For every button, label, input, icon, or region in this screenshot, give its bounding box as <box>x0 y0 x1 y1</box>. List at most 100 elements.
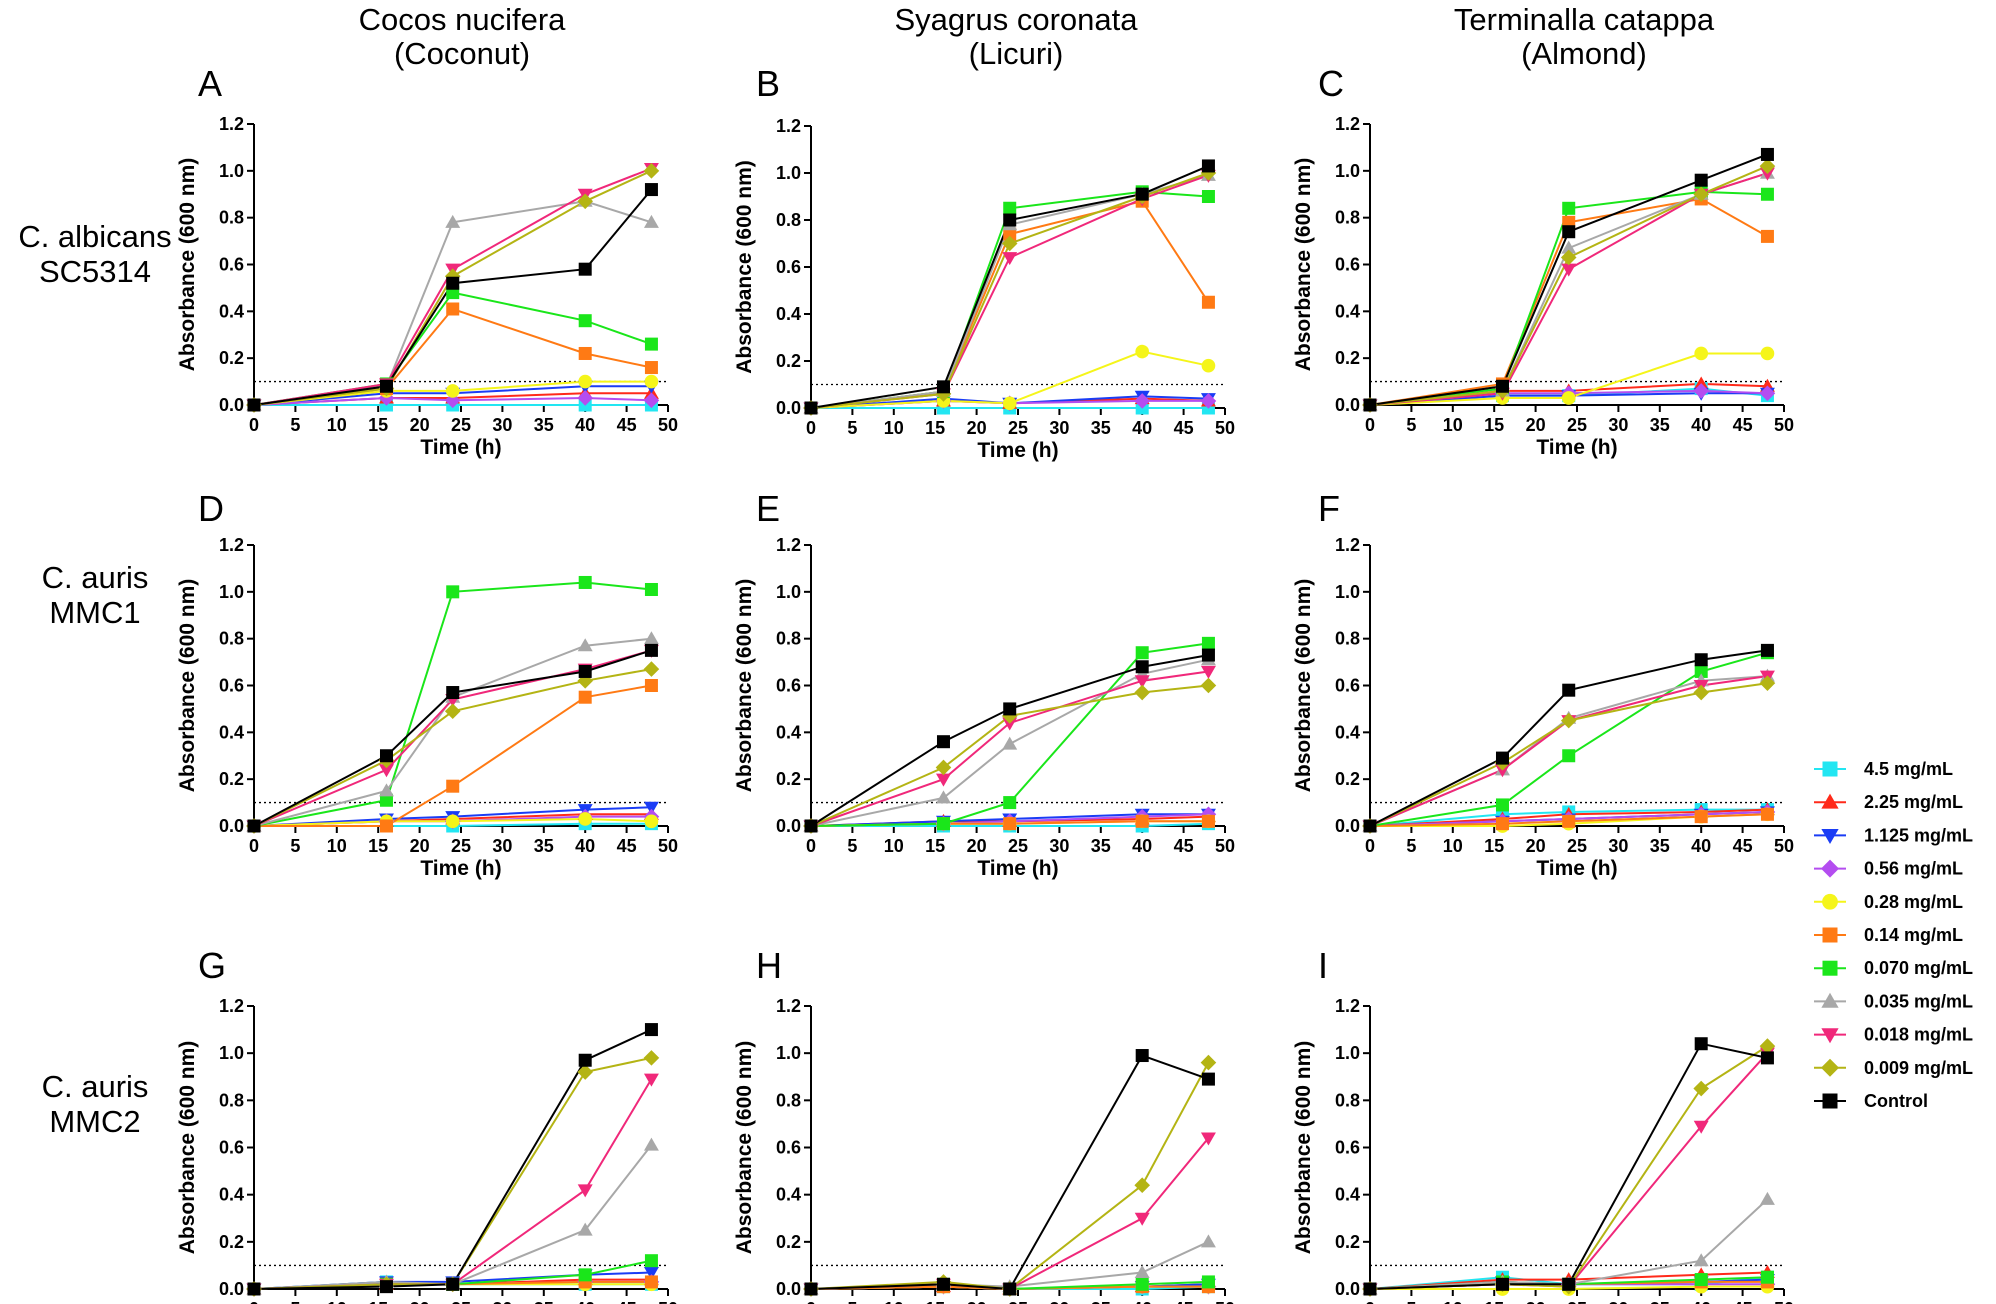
data-point-control <box>379 1280 393 1294</box>
y-tick-label: 1.0 <box>219 582 244 602</box>
data-point-0-28-mg-ml <box>1201 358 1216 373</box>
x-tick-label: 10 <box>327 836 347 856</box>
data-point-control <box>1760 1051 1774 1065</box>
x-tick-label: 45 <box>1174 1299 1194 1304</box>
panel-letter: C <box>1318 63 1344 104</box>
data-point-control <box>1135 1049 1149 1063</box>
x-tick-label: 30 <box>492 836 512 856</box>
x-tick-label: 50 <box>1215 836 1235 856</box>
panel-a: A 0.0 0.2 0.4 0.6 0.8 1.0 1.2 0 5 10 15 20 25 30 35 40 45… <box>176 63 678 459</box>
x-tick-label: 10 <box>1443 836 1463 856</box>
data-point-control <box>247 1282 261 1296</box>
data-point-0-070-mg-ml <box>1135 1277 1149 1291</box>
legend-label: 0.009 mg/mL <box>1864 1058 1973 1078</box>
data-point-0-009-mg-ml <box>577 193 593 210</box>
data-point-control <box>644 183 658 197</box>
data-point-control <box>936 380 950 394</box>
x-tick-label: 5 <box>290 415 300 435</box>
data-point-0-28-mg-ml <box>578 812 593 826</box>
y-tick-label: 0.0 <box>1335 1279 1360 1299</box>
y-tick-label: 0.6 <box>1335 1138 1360 1158</box>
data-point-0-14-mg-ml <box>578 346 592 360</box>
data-point-0-14-mg-ml <box>1760 807 1774 821</box>
legend-marker <box>1821 992 1839 1008</box>
column-title-3: Terminalla catappa (Almond) <box>1454 2 1715 71</box>
panel-h: H 0.0 0.2 0.4 0.6 0.8 1.0 1.2 0 5 10 15 20 25 30 35 40 45… <box>733 945 1235 1304</box>
data-point-0-28-mg-ml <box>644 814 659 829</box>
x-tick-label: 20 <box>967 418 987 438</box>
data-point-0-070-mg-ml <box>578 314 592 328</box>
data-point-0-28-mg-ml <box>1760 346 1775 361</box>
data-point-0-28-mg-ml <box>1002 396 1017 411</box>
data-point-0-035-mg-ml <box>1561 240 1577 254</box>
x-tick-label: 20 <box>1526 415 1546 435</box>
x-tick-label: 5 <box>1406 415 1416 435</box>
panel-f: F 0.0 0.2 0.4 0.6 0.8 1.0 1.2 0 5 10 15 20 25 30 35 40 45… <box>1292 488 1794 880</box>
x-tick-label: 15 <box>1484 836 1504 856</box>
data-point-control <box>644 643 658 657</box>
legend-item-1-125-mg-ml: 1.125 mg/mL <box>1814 825 1973 845</box>
data-point-control <box>1201 648 1215 662</box>
data-point-0-56-mg-ml <box>1134 393 1150 409</box>
legend-item-0-018-mg-ml: 0.018 mg/mL <box>1814 1025 1973 1045</box>
data-point-0-070-mg-ml <box>644 337 658 351</box>
panel-letter: H <box>756 945 782 986</box>
y-tick-label: 0.6 <box>776 1138 801 1158</box>
x-tick-label: 45 <box>1174 418 1194 438</box>
x-tick-label: 45 <box>617 1299 637 1304</box>
legend-label: 0.14 mg/mL <box>1864 925 1963 945</box>
data-point-control <box>1363 1282 1377 1296</box>
x-tick-label: 45 <box>617 836 637 856</box>
x-tick-label: 25 <box>451 836 471 856</box>
data-point-0-56-mg-ml <box>577 390 593 406</box>
data-point-control <box>1760 643 1774 657</box>
data-point-control <box>1201 159 1215 173</box>
panel-b: B 0.0 0.2 0.4 0.6 0.8 1.0 1.2 0 5 10 15 20 25 30 35 40 45… <box>733 63 1235 462</box>
y-tick-label: 0.2 <box>219 348 244 368</box>
y-tick-label: 1.0 <box>1335 1043 1360 1063</box>
x-tick-label: 35 <box>534 1299 554 1304</box>
legend-item-4-5-mg-ml: 4.5 mg/mL <box>1814 759 1953 779</box>
x-tick-label: 10 <box>884 1299 904 1304</box>
x-tick-label: 15 <box>1484 1299 1504 1304</box>
data-point-control <box>1495 1277 1509 1291</box>
x-tick-label: 40 <box>1132 836 1152 856</box>
y-tick-label: 0.2 <box>776 351 801 371</box>
data-point-control <box>1135 660 1149 674</box>
y-tick-label: 1.2 <box>219 996 244 1016</box>
legend-item-2-25-mg-ml: 2.25 mg/mL <box>1814 792 1963 812</box>
data-point-control <box>379 379 393 393</box>
x-axis-label: Time (h) <box>420 436 501 459</box>
data-point-control <box>247 398 261 412</box>
data-point-0-28-mg-ml <box>1561 391 1576 405</box>
row-species: C. auris <box>42 1069 149 1104</box>
x-tick-label: 40 <box>575 836 595 856</box>
data-point-control <box>379 749 393 763</box>
y-tick-label: 0.2 <box>776 769 801 789</box>
x-tick-label: 20 <box>1526 1299 1546 1304</box>
data-point-0-070-mg-ml <box>1495 798 1509 812</box>
x-tick-label: 40 <box>1691 1299 1711 1304</box>
column-common-name: (Almond) <box>1521 36 1647 71</box>
x-tick-label: 50 <box>1774 1299 1794 1304</box>
legend-item-0-14-mg-ml: 0.14 mg/mL <box>1814 925 1963 945</box>
legend-item-0-070-mg-ml: 0.070 mg/mL <box>1814 958 1973 978</box>
panel-g: G 0.0 0.2 0.4 0.6 0.8 1.0 1.2 0 5 10 15 20 25 30 35 40 45… <box>176 945 678 1304</box>
y-tick-label: 0.0 <box>776 398 801 418</box>
legend-label: 0.56 mg/mL <box>1864 859 1963 879</box>
y-tick-label: 0.2 <box>219 1232 244 1252</box>
x-tick-label: 0 <box>249 836 259 856</box>
legend-marker <box>1821 1028 1839 1044</box>
legend-label: 4.5 mg/mL <box>1864 759 1953 779</box>
y-tick-label: 0.8 <box>219 208 244 228</box>
data-point-control <box>936 1277 950 1291</box>
x-axis-label: Time (h) <box>420 857 501 880</box>
y-tick-label: 0.6 <box>219 255 244 275</box>
data-point-0-018-mg-ml <box>1561 263 1577 277</box>
y-tick-label: 1.2 <box>776 116 801 136</box>
data-point-0-035-mg-ml <box>643 1137 659 1151</box>
data-point-control <box>804 401 818 415</box>
data-point-0-56-mg-ml <box>643 392 660 409</box>
data-point-0-009-mg-ml <box>1693 186 1709 203</box>
y-tick-label: 0.8 <box>219 1090 244 1110</box>
